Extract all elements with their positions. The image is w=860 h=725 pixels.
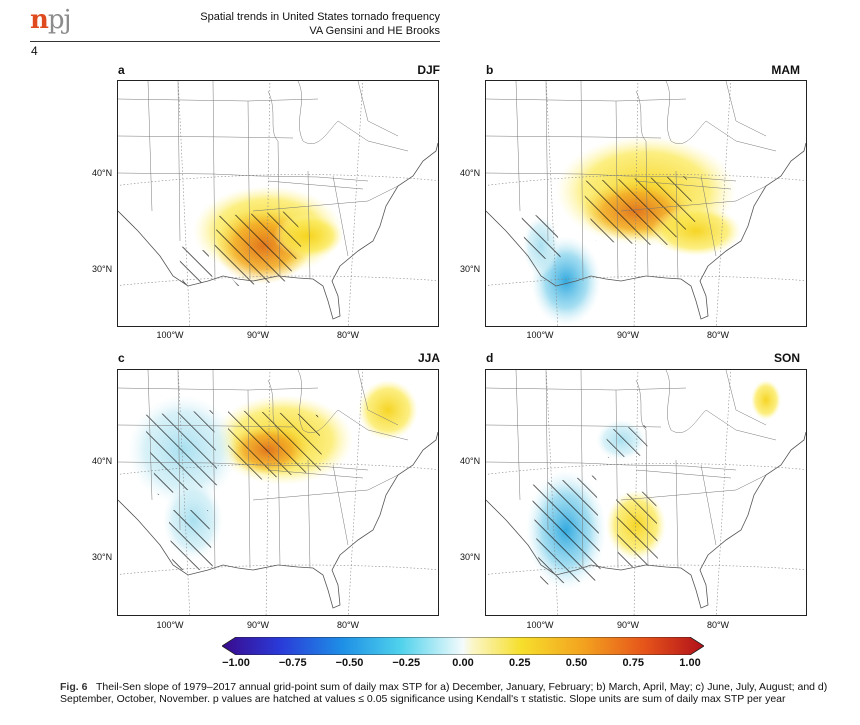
panel-b-lon-80: 80°W bbox=[706, 330, 730, 340]
panel-d-lon-90: 90°W bbox=[616, 620, 640, 630]
colorbar-tick-label: 0.00 bbox=[452, 657, 474, 669]
panel-c-map bbox=[117, 369, 439, 616]
header-rule bbox=[30, 41, 440, 42]
panel-c-lon-100: 100°W bbox=[156, 620, 184, 630]
panel-b-season: MAM bbox=[771, 63, 800, 77]
panel-b-map bbox=[485, 80, 807, 327]
panel-d-season: SON bbox=[773, 351, 800, 365]
colorbar-tick-label: −0.75 bbox=[278, 657, 307, 669]
panel-a-lat-40: 40°N bbox=[92, 168, 113, 178]
panel-a-season: DJF bbox=[417, 63, 440, 77]
colorbar-tick-label: −1.00 bbox=[222, 657, 250, 669]
panel-c-letter: c bbox=[118, 351, 125, 365]
panel-d-lat-30: 30°N bbox=[460, 552, 481, 562]
panel-b-lat-40: 40°N bbox=[460, 168, 481, 178]
panel-d-lat-40: 40°N bbox=[460, 456, 481, 466]
journal-logo: npj bbox=[30, 5, 72, 35]
logo-pj: pj bbox=[47, 5, 72, 35]
colorbar-tick-label: −0.50 bbox=[335, 657, 364, 669]
panel-c-lat-30: 30°N bbox=[92, 552, 113, 562]
panel-a-letter: a bbox=[118, 63, 125, 77]
panel-b-lon-100: 100°W bbox=[526, 330, 554, 340]
running-authors: VA Gensini and HE Brooks bbox=[309, 25, 440, 37]
figure-label: Fig. 6 bbox=[60, 681, 88, 693]
panel-a-lat-30: 30°N bbox=[92, 264, 113, 274]
panel-b-lon-90: 90°W bbox=[616, 330, 640, 340]
panel-a-map bbox=[117, 80, 439, 327]
panel-c-lon-80: 80°W bbox=[336, 620, 360, 630]
panel-c-season: JJA bbox=[417, 351, 440, 365]
colorbar-tick-label: 1.00 bbox=[679, 657, 701, 669]
colorbar-tick-label: −0.25 bbox=[392, 657, 421, 669]
figure-caption: Fig. 6 Theil-Sen slope of 1979–2017 annu… bbox=[60, 681, 850, 705]
panel-b-lat-30: 30°N bbox=[460, 264, 481, 274]
colorbar-gradient bbox=[221, 636, 705, 656]
running-title: Spatial trends in United States tornado … bbox=[200, 11, 440, 23]
panel-d-lon-80: 80°W bbox=[706, 620, 730, 630]
panel-d-letter: d bbox=[486, 351, 494, 365]
running-header: Spatial trends in United States tornado … bbox=[200, 10, 440, 38]
colorbar-tick-label: 0.75 bbox=[622, 657, 644, 669]
colorbar: −1.00 −0.75 −0.50 −0.25 0.00 0.25 0.50 0.75 1.00 bbox=[221, 636, 705, 677]
panel-d-map bbox=[485, 369, 807, 616]
panel-c-lat-40: 40°N bbox=[92, 456, 113, 466]
page-number: 4 bbox=[31, 44, 38, 58]
panel-a-lon-100: 100°W bbox=[156, 330, 184, 340]
colorbar-tick-label: 0.50 bbox=[565, 657, 588, 669]
logo-n: n bbox=[30, 5, 49, 35]
panel-d-lon-100: 100°W bbox=[526, 620, 554, 630]
panel-a-lon-80: 80°W bbox=[336, 330, 360, 340]
caption-text: Theil-Sen slope of 1979–2017 annual grid… bbox=[60, 681, 828, 705]
panel-a-lon-90: 90°W bbox=[246, 330, 270, 340]
panel-c-lon-90: 90°W bbox=[246, 620, 270, 630]
colorbar-tick-label: 0.25 bbox=[509, 657, 531, 669]
panel-b-letter: b bbox=[486, 63, 494, 77]
